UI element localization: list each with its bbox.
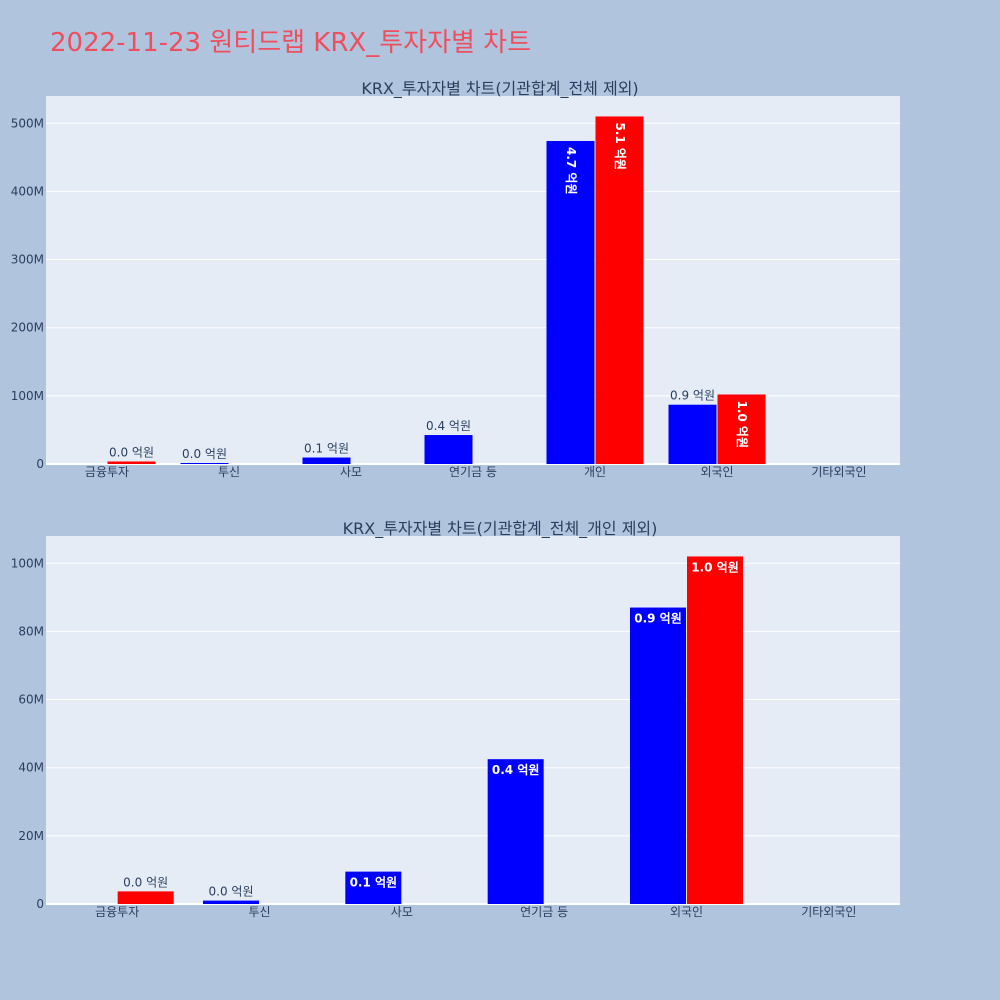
data-label: 4.7 억원: [564, 147, 578, 195]
x-tick-label: 외국인: [670, 905, 703, 919]
bar: [424, 435, 473, 464]
data-label: 0.1 억원: [304, 442, 349, 456]
y-tick-label: 0: [36, 897, 44, 911]
x-tick-label: 기타외국인: [801, 905, 856, 919]
data-label: 0.0 억원: [209, 885, 254, 899]
bar: [668, 404, 717, 464]
bar: [203, 900, 259, 904]
plot-area: [46, 96, 900, 464]
page-title: 2022-11-23 원티드랩 KRX_투자자별 차트: [50, 28, 532, 58]
data-label: 0.9 억원: [634, 612, 682, 626]
bar: [687, 556, 743, 904]
x-tick-label: 투신: [218, 465, 240, 479]
bar: [107, 461, 156, 464]
y-tick-label: 0: [36, 457, 44, 471]
bar: [345, 871, 402, 904]
x-tick-label: 기타외국인: [811, 465, 866, 479]
chart-title: KRX_투자자별 차트(기관합계_전체_개인 제외): [343, 519, 658, 539]
y-tick-label: 500M: [11, 116, 44, 130]
y-tick-label: 80M: [18, 624, 44, 638]
chart-title: KRX_투자자별 차트(기관합계_전체 제외): [361, 79, 638, 99]
bar: [487, 759, 544, 904]
data-label: 0.0 억원: [123, 875, 168, 889]
y-tick-label: 100M: [11, 556, 44, 570]
data-label: 5.1 억원: [613, 122, 627, 170]
y-tick-label: 200M: [11, 321, 44, 335]
x-tick-label: 사모: [340, 465, 362, 479]
data-label: 0.4 억원: [426, 419, 471, 433]
chart-investor-excl-individual: KRX_투자자별 차트(기관합계_전체_개인 제외) 0 20M 40M 60M 80M 1…: [11, 519, 900, 919]
x-tick-label: 투신: [248, 905, 270, 919]
x-tick-label: 금융투자: [85, 465, 129, 479]
data-label: 0.1 억원: [350, 876, 398, 890]
data-label: 1.0 억원: [735, 400, 749, 448]
bar: [180, 463, 229, 464]
bar: [717, 394, 766, 464]
y-tick-label: 20M: [18, 829, 44, 843]
y-tick-label: 300M: [11, 253, 44, 267]
x-tick-label: 외국인: [700, 465, 733, 479]
data-label: 0.4 억원: [492, 763, 540, 777]
x-tick-label: 연기금 등: [449, 465, 497, 479]
data-label: 0.0 억원: [109, 445, 154, 459]
bar: [595, 116, 644, 464]
y-tick-label: 40M: [18, 761, 44, 775]
y-tick-label: 400M: [11, 184, 44, 198]
bar: [630, 607, 686, 904]
bar: [302, 457, 351, 464]
data-label: 0.0 억원: [182, 447, 227, 461]
x-tick-label: 연기금 등: [520, 905, 568, 919]
bar: [117, 891, 174, 904]
y-tick-label: 100M: [11, 389, 44, 403]
plot-area: [46, 536, 900, 904]
bar: [546, 140, 595, 464]
x-tick-label: 사모: [391, 905, 413, 919]
data-label: 1.0 억원: [691, 560, 739, 574]
x-tick-label: 금융투자: [95, 905, 139, 919]
y-tick-label: 60M: [18, 693, 44, 707]
data-label: 0.9 억원: [670, 389, 715, 403]
chart-investor-all: KRX_투자자별 차트(기관합계_전체 제외) 0 100M 200M 300M 400M…: [11, 79, 900, 479]
x-tick-label: 개인: [584, 465, 606, 479]
